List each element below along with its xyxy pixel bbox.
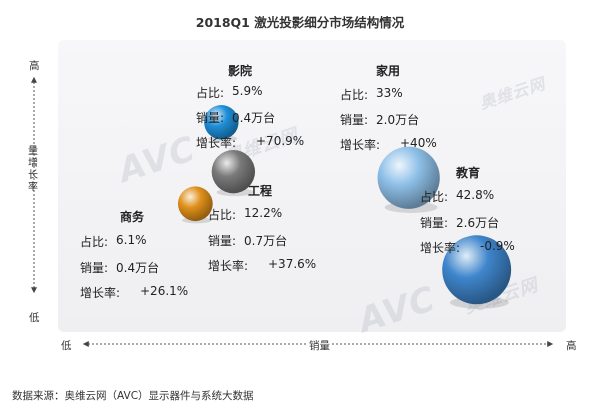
- segment-volume-engineering: 0.7万台: [244, 234, 288, 248]
- segment-growth-label-cinema: 增长率:: [196, 136, 237, 150]
- segment-share-label-home: 占比:: [340, 88, 369, 102]
- segment-name-education: 教育: [456, 166, 481, 180]
- segment-share-education: 42.8%: [456, 188, 495, 202]
- segment-volume-label-education: 销量:: [420, 216, 449, 230]
- y-axis-low-label: 低: [29, 312, 40, 324]
- segment-growth-home: +40%: [400, 136, 437, 150]
- segment-name-engineering: 工程: [248, 184, 273, 198]
- segment-share-label-cinema: 占比:: [196, 86, 225, 100]
- segment-growth-label-engineering: 增长率:: [208, 259, 249, 273]
- segment-volume-cinema: 0.4万台: [232, 111, 276, 125]
- bubble-home: [377, 146, 440, 209]
- bubble-education: [442, 235, 512, 305]
- bubble-cinema: [204, 105, 239, 140]
- x-axis-high-label: 高: [566, 340, 577, 352]
- bubble-engineering: [211, 149, 256, 194]
- segment-growth-education: -0.9%: [480, 239, 515, 253]
- segment-volume-education: 2.6万台: [456, 216, 500, 230]
- segment-share-cinema: 5.9%: [232, 84, 263, 98]
- segment-growth-label-business: 增长率:: [80, 286, 121, 300]
- segment-volume-label-home: 销量:: [340, 113, 369, 127]
- segment-growth-engineering: +37.6%: [268, 257, 317, 271]
- segment-share-label-engineering: 占比:: [208, 208, 237, 222]
- segment-share-engineering: 12.2%: [244, 206, 283, 220]
- y-axis-high-label: 高: [29, 60, 40, 72]
- segment-share-label-business: 占比:: [80, 235, 109, 249]
- y-axis-title: 量增长率: [28, 146, 38, 193]
- segment-volume-label-business: 销量:: [80, 261, 109, 275]
- segment-name-cinema: 影院: [228, 64, 253, 78]
- segment-growth-business: +26.1%: [140, 284, 189, 298]
- segment-name-business: 商务: [120, 210, 145, 224]
- data-source-note: 数据来源：奥维云网（AVC）显示器件与系统大数据: [12, 390, 254, 402]
- segment-growth-cinema: +70.9%: [256, 134, 305, 148]
- chart-title: 2018Q1 激光投影细分市场结构情况: [195, 15, 405, 30]
- x-axis-title: 销量: [307, 338, 332, 353]
- segment-growth-label-home: 增长率:: [340, 138, 381, 152]
- segment-share-business: 6.1%: [116, 233, 147, 247]
- segment-name-home: 家用: [376, 64, 401, 78]
- segment-share-label-education: 占比:: [420, 190, 449, 204]
- bubble-business: [177, 186, 213, 222]
- segment-volume-business: 0.4万台: [116, 261, 160, 275]
- segment-share-home: 33%: [376, 86, 403, 100]
- segment-volume-home: 2.0万台: [376, 113, 420, 127]
- segment-volume-label-engineering: 销量:: [208, 234, 237, 248]
- segment-volume-label-cinema: 销量:: [196, 111, 225, 125]
- segment-growth-label-education: 增长率:: [420, 241, 461, 255]
- x-axis-low-label: 低: [61, 340, 72, 352]
